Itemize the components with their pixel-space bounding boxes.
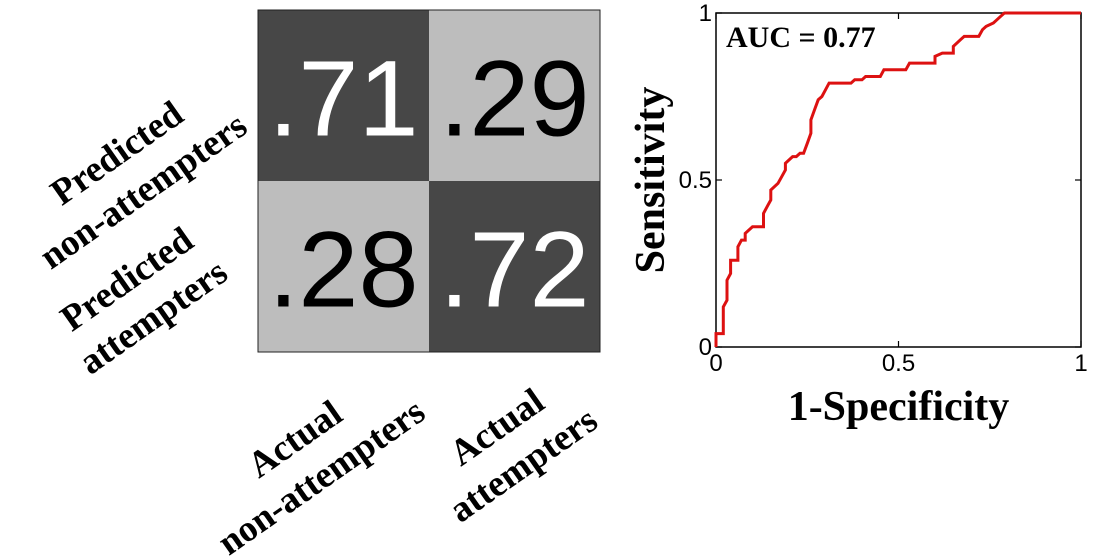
col-label-actual-non-attempters: Actualnon-attempters	[184, 353, 433, 558]
matrix-cell-0-0	[258, 10, 429, 181]
auc-value: 0.77	[823, 21, 876, 54]
matrix-cell-value: .28	[268, 209, 418, 330]
matrix-cell-value: .72	[439, 209, 589, 330]
roc-curve-plot: 0 0.5 1 0 0.5 1 1-Specificity Sensitivity AUC = …	[628, 0, 1088, 430]
auc-annotation: AUC = 0.77	[726, 21, 876, 54]
row-label-predicted-non-attempters: Predictednon-attempters	[6, 67, 255, 277]
roc-curve-line	[714, 11, 1081, 347]
col-label-actual-attempters: Actualattempters	[415, 362, 605, 531]
x-tick-label: 0	[709, 350, 722, 377]
auc-prefix: AUC =	[726, 21, 823, 54]
x-tick-label: 0.5	[882, 350, 915, 377]
matrix-border	[257, 9, 601, 353]
y-tick-label: 0.5	[679, 167, 712, 194]
matrix-cell-1-0	[258, 181, 429, 352]
y-axis-label: Sensitivity	[628, 87, 674, 274]
y-tick-label: 0	[699, 334, 712, 361]
matrix-cell-value: .71	[268, 38, 418, 159]
confusion-matrix: .71.29.28.72Predictednon-attemptersPredi…	[6, 9, 605, 558]
matrix-cell-value: .29	[439, 38, 589, 159]
matrix-cell-0-1	[429, 10, 600, 181]
x-tick-label: 1	[1074, 350, 1087, 377]
matrix-cell-1-1	[429, 181, 600, 352]
plot-area	[715, 12, 1082, 348]
y-tick-label: 1	[699, 0, 712, 27]
x-axis-label: 1-Specificity	[788, 384, 1010, 430]
